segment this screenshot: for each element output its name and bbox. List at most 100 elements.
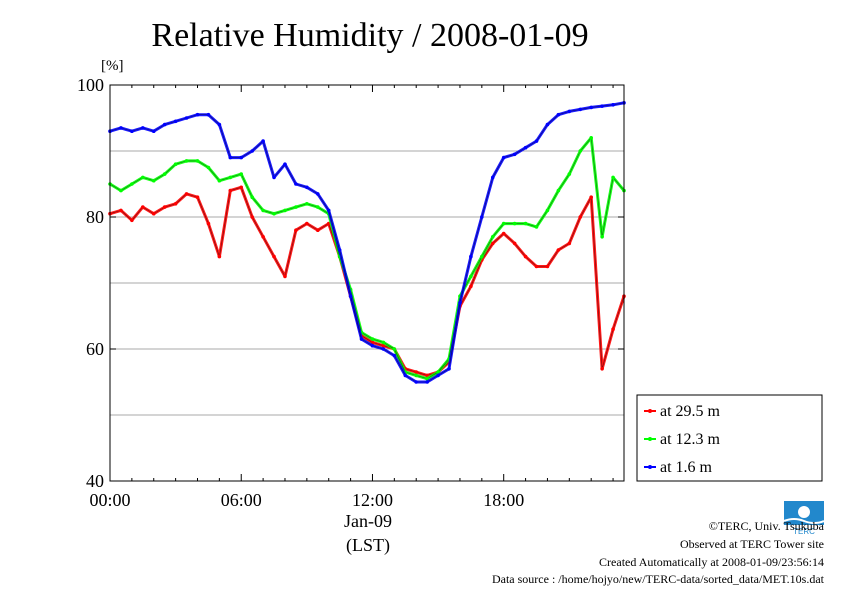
data-point (490, 175, 495, 180)
x-tick-label: 18:00 (483, 490, 524, 510)
data-point (425, 380, 429, 384)
data-point (480, 215, 484, 219)
data-point (501, 231, 506, 236)
data-point (283, 208, 287, 213)
data-point (184, 192, 189, 196)
data-point (315, 228, 320, 232)
x-tick-label: 12:00 (352, 490, 393, 510)
data-point (283, 162, 287, 166)
data-point (611, 327, 615, 332)
data-point (589, 105, 593, 110)
data-point (119, 188, 123, 193)
data-point (326, 208, 331, 213)
data-point (523, 145, 528, 150)
data-point (523, 254, 528, 259)
data-point (141, 205, 145, 209)
data-point (141, 175, 145, 180)
data-point (381, 340, 386, 345)
data-point (272, 254, 276, 259)
data-point (130, 218, 134, 223)
grid-lines (110, 150, 624, 416)
data-point (447, 367, 451, 371)
data-point (305, 202, 309, 206)
data-point (469, 254, 473, 259)
series-core-line-1 (109, 186, 625, 376)
data-point (567, 109, 572, 114)
data-point (305, 221, 309, 226)
data-point (556, 188, 561, 193)
data-point (261, 139, 265, 143)
data-point (370, 337, 375, 341)
data-point (458, 301, 462, 305)
data-point (294, 182, 298, 186)
data-point (162, 205, 167, 209)
x-tick-label: 06:00 (221, 490, 262, 510)
data-point (305, 185, 309, 190)
data-point (556, 248, 561, 252)
footer-created: Created Automatically at 2008-01-09/23:5… (599, 555, 824, 569)
series-lines (108, 101, 626, 384)
data-point (283, 274, 287, 279)
data-point (600, 104, 604, 108)
data-point (217, 178, 222, 183)
data-point (130, 129, 134, 133)
data-point (600, 367, 604, 371)
data-point (556, 112, 561, 117)
data-point (370, 340, 375, 345)
data-point (425, 376, 429, 381)
logo-text: TERC (793, 527, 815, 535)
data-point (381, 343, 386, 348)
data-point (119, 208, 123, 213)
data-point (348, 294, 353, 299)
legend-marker (648, 409, 652, 413)
x-axis-timezone-label: (LST) (346, 535, 390, 556)
data-point (217, 254, 222, 259)
data-point (173, 162, 178, 166)
data-point (337, 248, 342, 252)
data-point (195, 159, 200, 163)
data-point (578, 215, 583, 219)
data-point (294, 205, 298, 209)
data-point (490, 241, 495, 246)
data-point (228, 175, 233, 180)
data-point (195, 195, 200, 199)
data-point (315, 205, 320, 209)
legend: at 29.5 m at 12.3 m at 1.6 m (636, 394, 823, 482)
data-point (239, 185, 244, 190)
data-point (250, 149, 254, 153)
data-point (381, 347, 386, 351)
data-point (414, 380, 419, 384)
series-core-line-3 (109, 102, 625, 383)
data-point (589, 136, 593, 140)
legend-label: at 1.6 m (660, 459, 713, 476)
x-axis-date-label: Jan-09 (344, 511, 392, 531)
data-point (567, 172, 572, 176)
data-point (469, 284, 473, 289)
data-point (228, 155, 233, 160)
data-point (272, 211, 276, 216)
data-point (239, 155, 244, 160)
legend-box (636, 394, 823, 482)
data-point (119, 126, 123, 130)
data-point (512, 241, 517, 246)
data-point (611, 175, 615, 180)
data-point (206, 112, 211, 117)
data-point (173, 202, 178, 206)
logo-wave-icon (784, 518, 824, 524)
data-point (490, 235, 495, 239)
data-point (611, 103, 615, 107)
y-tick-label: 60 (86, 339, 104, 359)
footer-observed: Observed at TERC Tower site (679, 537, 824, 551)
data-point (425, 373, 429, 378)
data-point (239, 172, 244, 176)
data-point (294, 228, 298, 232)
data-point (414, 373, 419, 378)
data-point (414, 370, 419, 374)
data-point (501, 155, 506, 160)
data-point (392, 347, 397, 351)
data-point (315, 192, 320, 196)
data-point (151, 129, 156, 133)
data-point (534, 264, 539, 269)
data-point (250, 195, 254, 199)
